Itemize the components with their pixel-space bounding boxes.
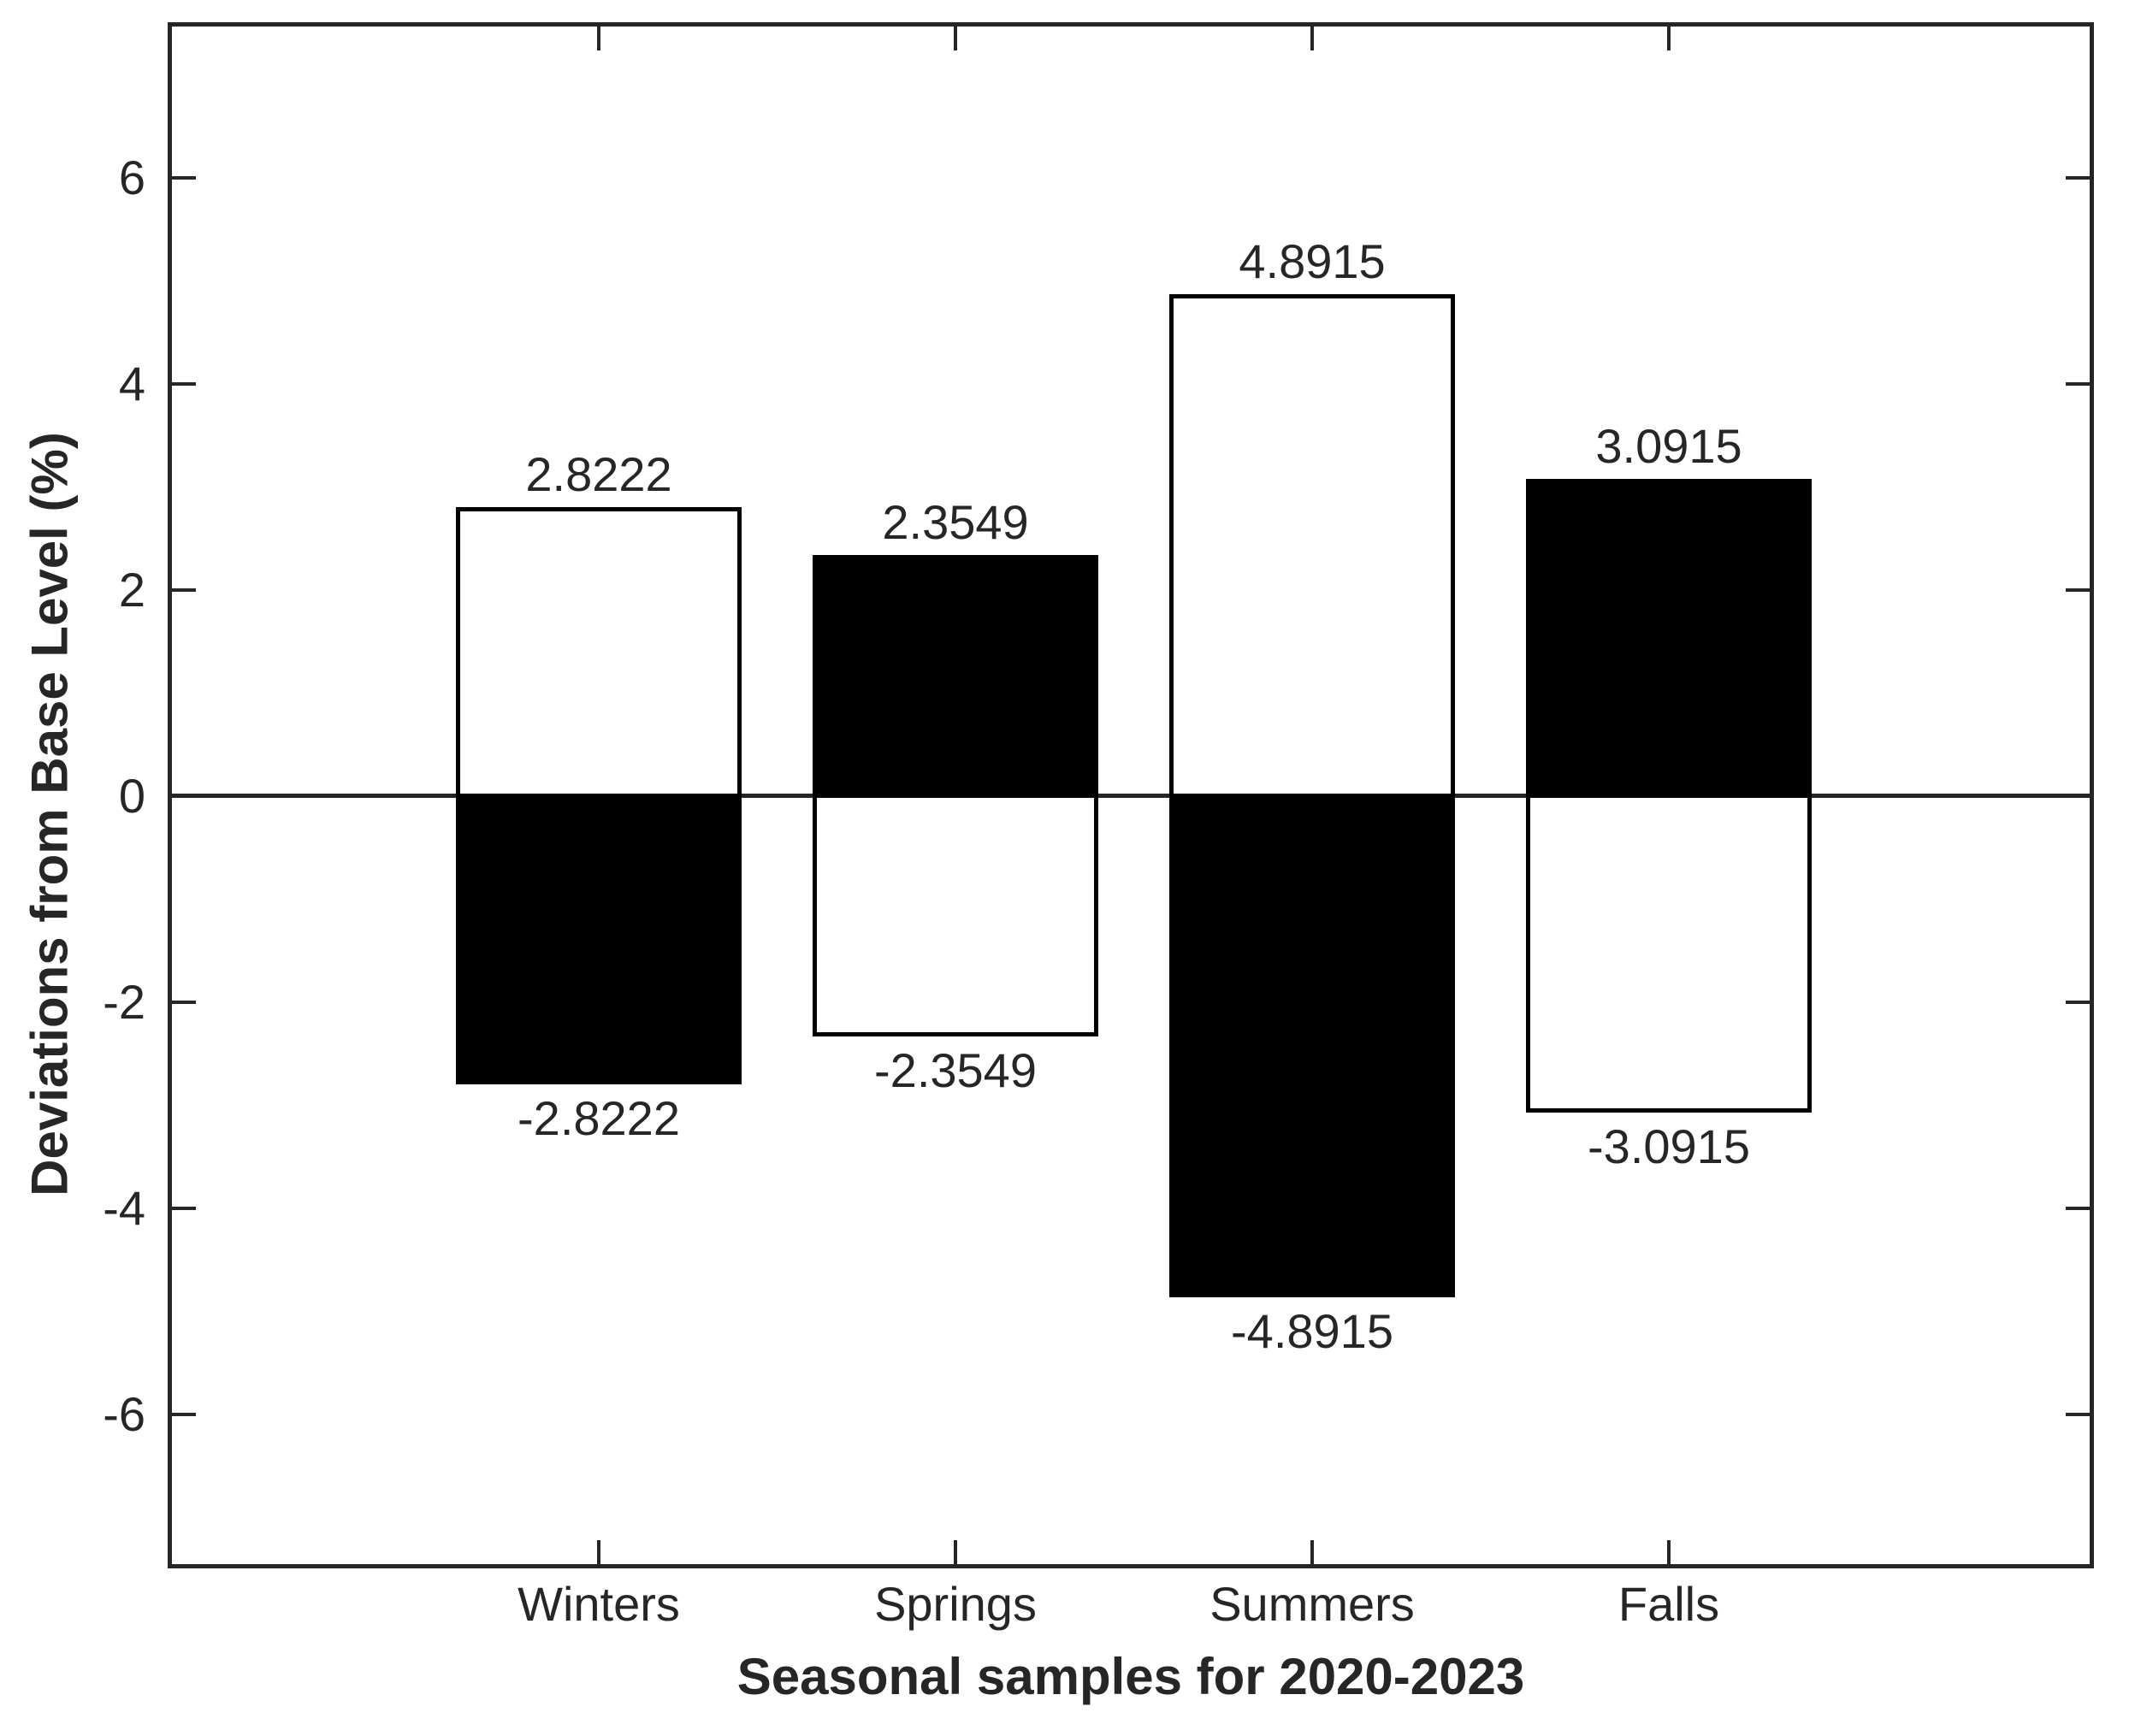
y-tick-right — [2066, 382, 2090, 386]
x-tick-bottom — [954, 1540, 957, 1564]
y-tick-left — [172, 1413, 196, 1416]
y-tick-right — [2066, 794, 2090, 798]
y-tick-label: -4 — [103, 1181, 145, 1235]
y-tick-right — [2066, 176, 2090, 180]
x-tick-top — [1310, 27, 1314, 50]
y-tick-left — [172, 382, 196, 386]
bar-value-label-summers-negative: -4.8915 — [1231, 1304, 1393, 1358]
x-tick-bottom — [1310, 1540, 1314, 1564]
y-tick-left — [172, 588, 196, 592]
y-tick-label: 2 — [118, 563, 145, 617]
x-tick-top — [597, 27, 600, 50]
bar-winters-positive — [456, 507, 742, 798]
bar-value-label-summers-positive: 4.8915 — [1239, 234, 1386, 288]
bar-winters-negative — [456, 794, 742, 1084]
bar-springs-negative — [813, 794, 1098, 1036]
y-tick-right — [2066, 1001, 2090, 1004]
y-tick-left — [172, 1001, 196, 1004]
x-tick-top — [954, 27, 957, 50]
y-tick-label: 6 — [118, 151, 145, 204]
y-tick-left — [172, 1207, 196, 1210]
y-tick-right — [2066, 1207, 2090, 1210]
bar-value-label-springs-positive: 2.3549 — [882, 495, 1029, 549]
y-tick-label: -2 — [103, 975, 145, 1029]
bar-summers-negative — [1169, 794, 1455, 1297]
bar-value-label-winters-positive: 2.8222 — [525, 447, 672, 501]
x-tick-label-falls: Falls — [1618, 1577, 1720, 1631]
bar-summers-positive — [1169, 294, 1455, 798]
bar-falls-negative — [1526, 794, 1812, 1113]
y-tick-right — [2066, 588, 2090, 592]
x-tick-bottom — [597, 1540, 600, 1564]
bar-springs-positive — [813, 555, 1098, 798]
y-tick-right — [2066, 1413, 2090, 1416]
x-tick-label-winters: Winters — [517, 1577, 680, 1631]
x-axis-title: Seasonal samples for 2020-2023 — [736, 1648, 1525, 1705]
y-tick-left — [172, 176, 196, 180]
zero-baseline — [172, 794, 2090, 798]
x-tick-top — [1667, 27, 1671, 50]
x-tick-bottom — [1667, 1540, 1671, 1564]
x-tick-label-springs: Springs — [874, 1577, 1037, 1631]
y-tick-left — [172, 794, 196, 798]
bar-falls-positive — [1526, 479, 1812, 798]
bar-value-label-springs-negative: -2.3549 — [874, 1043, 1037, 1097]
y-tick-label: 0 — [118, 769, 145, 823]
bar-value-label-falls-negative: -3.0915 — [1588, 1119, 1750, 1173]
bar-value-label-falls-positive: 3.0915 — [1595, 419, 1742, 473]
x-tick-label-summers: Summers — [1209, 1577, 1415, 1631]
plot-area: 2.8222 -2.8222 2.3549 -2.3549 4.8915 -4.8915 3… — [168, 22, 2094, 1568]
y-tick-label: -6 — [103, 1387, 145, 1441]
y-tick-label: 4 — [118, 357, 145, 410]
bar-value-label-winters-negative: -2.8222 — [517, 1091, 680, 1145]
